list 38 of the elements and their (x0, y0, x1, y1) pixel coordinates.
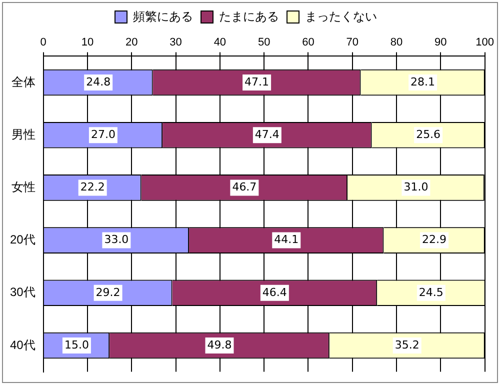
y-tick-label: 男性 (11, 127, 36, 142)
x-tick-label: 100 (476, 36, 494, 49)
text: 44.1 (274, 233, 299, 246)
y-tick-label: 20代 (10, 232, 36, 247)
text: 22.9 (422, 233, 447, 246)
x-tick-label: 30 (170, 36, 182, 49)
x-tick-label: 0 (40, 36, 46, 49)
x-tick-label: 70 (346, 36, 359, 49)
text: 46.7 (232, 180, 257, 194)
text: 22.2 (80, 180, 105, 194)
x-tick-label: 10 (81, 36, 94, 49)
x-tick-label: 90 (434, 36, 447, 49)
x-tick-label: 40 (214, 36, 226, 49)
text: 15.0 (64, 338, 89, 352)
legend-label: たまにある (219, 9, 279, 24)
text: 35.2 (394, 338, 420, 352)
text: 29.2 (96, 286, 120, 299)
x-tick-label: 60 (302, 36, 314, 49)
y-tick-label: 40代 (10, 338, 36, 352)
text: 46.4 (262, 286, 287, 299)
x-tick-label: 50 (258, 36, 270, 49)
text: 31.0 (404, 180, 428, 194)
text: 49.8 (207, 338, 232, 352)
text: 47.4 (254, 128, 280, 141)
x-tick-label: 20 (126, 36, 138, 49)
x-tick-label: 80 (390, 36, 403, 49)
y-tick-label: 女性 (11, 180, 36, 194)
y-tick-label: 30代 (10, 285, 36, 300)
text: 25.6 (416, 128, 441, 141)
text: 33.0 (104, 233, 129, 246)
legend-label: 頻繁にある (133, 9, 193, 24)
text: 24.5 (418, 286, 444, 299)
text: 47.1 (244, 75, 270, 88)
text: 28.1 (410, 75, 436, 88)
text: 27.0 (90, 128, 116, 141)
text: 24.8 (86, 75, 111, 88)
y-tick-label: 全体 (11, 74, 36, 89)
legend-label: まったくない (305, 9, 377, 24)
